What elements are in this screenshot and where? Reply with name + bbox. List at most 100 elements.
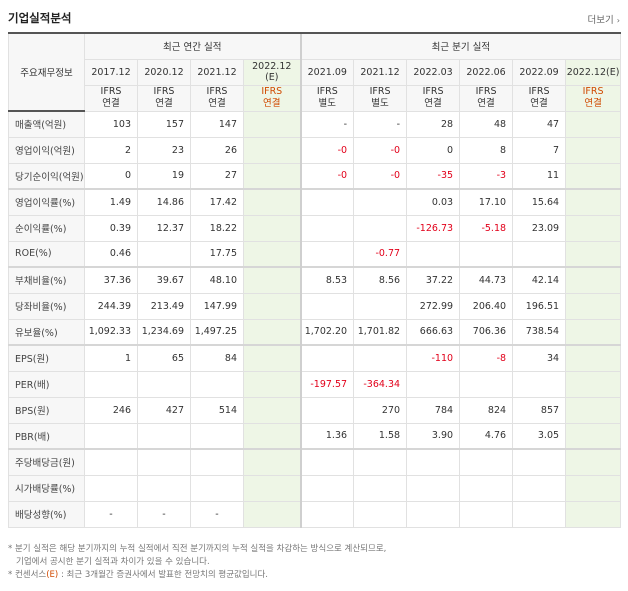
table-cell: 246 — [84, 396, 138, 424]
table-cell — [459, 240, 514, 268]
table-cell — [137, 422, 191, 450]
table-cell: 147 — [190, 110, 244, 138]
accounting-standard: IFRS — [100, 86, 122, 97]
table-cell — [353, 292, 408, 320]
table-cell — [512, 448, 567, 476]
table-cell: 1,234.69 — [137, 318, 191, 346]
table-cell — [406, 240, 461, 268]
table-row: BPS(원) 246 427 514 270 784 824 857 — [8, 396, 622, 424]
table-cell: - — [353, 110, 408, 138]
footnote-2-text: : 최근 3개월간 증권사에서 발표한 전망치의 평균값입니다. — [58, 570, 268, 580]
table-cell: 0.03 — [406, 188, 461, 216]
row-label: BPS(원) — [8, 396, 85, 424]
table-row: 유보율(%) 1,092.33 1,234.69 1,497.25 1,702.20 1,… — [8, 318, 622, 346]
table-cell — [299, 500, 355, 528]
row-label: 주당배당금(원) — [8, 448, 85, 476]
table-cell: 1.49 — [84, 188, 138, 216]
row-label: 당기순이익(억원) — [8, 162, 85, 190]
row-label: 당좌비율(%) — [8, 292, 85, 320]
table-row: 부채비율(%) 37.36 39.67 48.10 8.53 8.56 37.22 44.73… — [8, 266, 622, 294]
period-label: 2022.09 — [519, 66, 559, 78]
table-cell: 196.51 — [512, 292, 567, 320]
table-cell: 17.42 — [190, 188, 244, 216]
table-row: 순이익률(%) 0.39 12.37 18.22 -126.73 -5.18 23.09 — [8, 214, 622, 242]
table-cell — [242, 370, 302, 398]
period-label: 2022.03 — [413, 66, 453, 78]
table-row: 영업이익률(%) 1.49 14.86 17.42 0.03 17.10 15.64 — [8, 188, 622, 216]
table-cell: 37.22 — [406, 266, 461, 294]
table-cell: 1,702.20 — [299, 318, 355, 346]
consolidation-type: 연결 — [584, 98, 602, 109]
consolidation-type: 연결 — [102, 98, 120, 109]
row-label: 영업이익률(%) — [8, 188, 85, 216]
row-label: EPS(원) — [8, 344, 85, 372]
table-cell — [565, 344, 622, 372]
accounting-type: IFRS 연결 — [459, 84, 514, 112]
accounting-standard: IFRS — [206, 86, 228, 97]
table-cell: 0.46 — [84, 240, 138, 268]
period-header: 2021.12 — [190, 58, 244, 86]
table-cell — [137, 448, 191, 476]
more-link[interactable]: 더보기 › — [588, 12, 620, 26]
table-cell: 42.14 — [512, 266, 567, 294]
period-header: 2022.09 — [512, 58, 567, 86]
table-row: ROE(%) 0.46 17.75 -0.77 — [8, 240, 622, 268]
chevron-right-icon: › — [616, 16, 620, 25]
table-cell: 824 — [459, 396, 514, 424]
table-cell: 8.53 — [299, 266, 355, 294]
row-label: 순이익률(%) — [8, 214, 85, 242]
row-label: 배당성향(%) — [8, 500, 85, 528]
period-label: 2021.12 — [197, 66, 237, 78]
consolidation-type: 연결 — [263, 98, 281, 109]
table-cell: 39.67 — [137, 266, 191, 294]
period-header: 2020.12 — [137, 58, 191, 86]
table-cell: -0 — [353, 162, 408, 190]
accounting-standard: IFRS — [369, 86, 391, 97]
footnote-2-prefix: * 컨센서스 — [8, 570, 47, 580]
table-cell: 19 — [137, 162, 191, 190]
period-label: 2020.12 — [144, 66, 184, 78]
period-header: 2021.12 — [353, 58, 408, 86]
table-cell — [242, 110, 302, 138]
table-row: 영업이익(억원) 2 23 26 -0 -0 0 8 7 — [8, 136, 622, 164]
table-cell: 147.99 — [190, 292, 244, 320]
table-cell: 14.86 — [137, 188, 191, 216]
table-cell — [242, 422, 302, 450]
table-row: 시가배당률(%) — [8, 474, 622, 502]
table-cell — [84, 422, 138, 450]
period-label: 2022.12 — [252, 61, 292, 72]
table-cell: 44.73 — [459, 266, 514, 294]
table-cell — [565, 422, 622, 450]
table-cell: 37.36 — [84, 266, 138, 294]
table-cell — [565, 474, 622, 502]
accounting-standard: IFRS — [261, 86, 283, 97]
consolidation-type: 연결 — [155, 98, 173, 109]
row-label: PER(배) — [8, 370, 85, 398]
table-cell: 34 — [512, 344, 567, 372]
accounting-type: IFRS 연결 — [190, 84, 244, 112]
table-cell: 0.39 — [84, 214, 138, 242]
table-cell — [406, 474, 461, 502]
period-label: 2022.12 — [566, 66, 607, 78]
table-cell: 1,497.25 — [190, 318, 244, 346]
table-cell: -5.18 — [459, 214, 514, 242]
table-cell — [84, 370, 138, 398]
table-cell: 3.90 — [406, 422, 461, 450]
accounting-type: IFRS 연결 — [406, 84, 461, 112]
table-cell — [242, 500, 302, 528]
accounting-standard: IFRS — [316, 86, 338, 97]
table-row: PER(배) -197.57 -364.34 — [8, 370, 622, 398]
table-cell: 244.39 — [84, 292, 138, 320]
table-cell: 2 — [84, 136, 138, 164]
table-cell: 1,092.33 — [84, 318, 138, 346]
table-cell: 12.37 — [137, 214, 191, 242]
table-cell — [137, 240, 191, 268]
table-row: 매출액(억원) 103 157 147- -28 48 47 — [8, 110, 622, 138]
table-cell: 270 — [353, 396, 408, 424]
row-label: 매출액(억원) — [8, 110, 85, 138]
table-cell — [242, 448, 302, 476]
more-label: 더보기 — [587, 15, 614, 26]
table-cell: -8 — [459, 344, 514, 372]
table-cell — [137, 370, 191, 398]
row-label: 영업이익(억원) — [8, 136, 85, 164]
